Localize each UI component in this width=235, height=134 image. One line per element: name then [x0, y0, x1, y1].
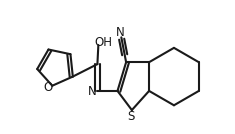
Text: N: N	[88, 85, 96, 98]
Text: S: S	[127, 110, 135, 123]
Text: O: O	[43, 81, 53, 94]
Text: N: N	[116, 26, 125, 39]
Text: OH: OH	[94, 36, 112, 49]
